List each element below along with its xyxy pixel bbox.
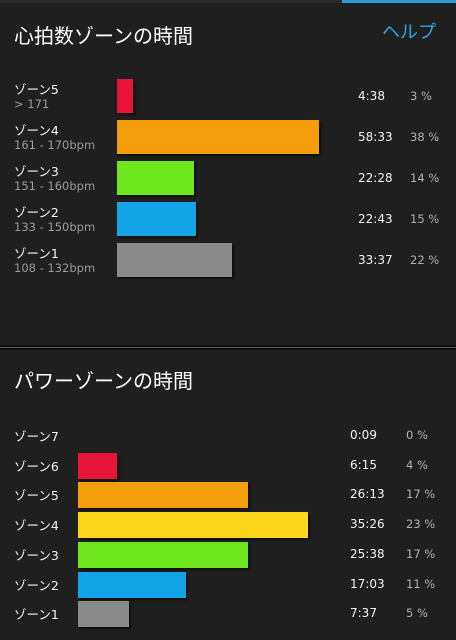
zone-percent: 14 % [410,171,440,185]
zone-range: > 171 [14,97,50,111]
zone-bar [78,453,117,479]
zone-bar [78,572,186,598]
zone-percent: 0 % [406,428,428,442]
zone-range: 108 - 132bpm [14,261,96,275]
heart-rate-zone-row[interactable]: ゾーン5 > 171 4:38 3 % [0,79,456,115]
zone-time: 35:26 [350,517,385,531]
zone-time: 58:33 [358,130,393,144]
zone-range: 133 - 150bpm [14,220,96,234]
zone-bar [117,161,194,195]
zone-bar [78,542,248,568]
zone-percent: 11 % [406,577,436,591]
zone-percent: 17 % [406,547,436,561]
zone-percent: 15 % [410,212,440,226]
zone-time: 17:03 [350,577,385,591]
zone-bar [78,601,129,627]
power-zone-row[interactable]: ゾーン3 25:38 17 % [0,541,456,569]
help-link[interactable]: ヘルプ [382,22,436,43]
zone-bar [78,482,248,508]
heart-rate-zone-row[interactable]: ゾーン4 161 - 170bpm 58:33 38 % [0,120,456,156]
power-zone-panel: パワーゾーンの時間 ゾーン7 0:09 0 % ゾーン6 6:15 4 % ゾーン5 26:1… [0,350,456,640]
power-zone-row[interactable]: ゾーン4 35:26 23 % [0,511,456,539]
zone-percent: 4 % [406,458,428,472]
power-zone-row[interactable]: ゾーン5 26:13 17 % [0,481,456,509]
zone-range: 161 - 170bpm [14,138,96,152]
zone-bar [117,202,196,236]
zone-time: 22:28 [358,171,393,185]
zone-name: ゾーン6 [14,459,59,474]
zone-name: ゾーン2 [14,205,59,220]
zone-percent: 38 % [410,130,440,144]
zone-name: ゾーン1 [14,246,59,261]
zone-name: ゾーン3 [14,164,59,179]
zone-bar [117,120,319,154]
heart-rate-zone-row[interactable]: ゾーン1 108 - 132bpm 33:37 22 % [0,243,456,279]
zone-bar [117,243,232,277]
section-divider [0,345,456,350]
zone-percent: 23 % [406,517,436,531]
zone-time: 4:38 [358,89,385,103]
zone-percent: 17 % [406,487,436,501]
zone-time: 7:37 [350,606,377,620]
zone-name: ゾーン2 [14,578,59,593]
heart-rate-title: 心拍数ゾーンの時間 [14,24,193,48]
zone-time: 22:43 [358,212,393,226]
zone-percent: 3 % [410,89,432,103]
heart-rate-zone-row[interactable]: ゾーン2 133 - 150bpm 22:43 15 % [0,202,456,238]
power-zone-row[interactable]: ゾーン6 6:15 4 % [0,452,456,480]
top-accent-line [342,0,456,3]
zone-time: 33:37 [358,253,393,267]
power-zone-row[interactable]: ゾーン1 7:37 5 % [0,600,456,628]
zone-name: ゾーン3 [14,548,59,563]
power-title: パワーゾーンの時間 [14,369,193,393]
zone-name: ゾーン7 [14,429,59,444]
top-status-line [0,0,456,3]
zone-name: ゾーン1 [14,607,59,622]
heart-rate-zone-panel: 心拍数ゾーンの時間 ヘルプ ゾーン5 > 171 4:38 3 % ゾーン4 161 - … [0,3,456,345]
zone-name: ゾーン5 [14,82,59,97]
power-zone-row[interactable]: ゾーン2 17:03 11 % [0,571,456,599]
zone-time: 6:15 [350,458,377,472]
zone-bar [78,512,308,538]
heart-rate-zone-row[interactable]: ゾーン3 151 - 160bpm 22:28 14 % [0,161,456,197]
zone-time: 0:09 [350,428,377,442]
zone-bar [117,79,133,113]
power-zone-row[interactable]: ゾーン7 0:09 0 % [0,422,456,450]
zone-percent: 22 % [410,253,440,267]
zone-name: ゾーン4 [14,123,59,138]
zone-time: 26:13 [350,487,385,501]
zone-name: ゾーン4 [14,518,59,533]
zone-name: ゾーン5 [14,488,59,503]
zone-range: 151 - 160bpm [14,179,96,193]
zone-time: 25:38 [350,547,385,561]
zone-percent: 5 % [406,606,428,620]
